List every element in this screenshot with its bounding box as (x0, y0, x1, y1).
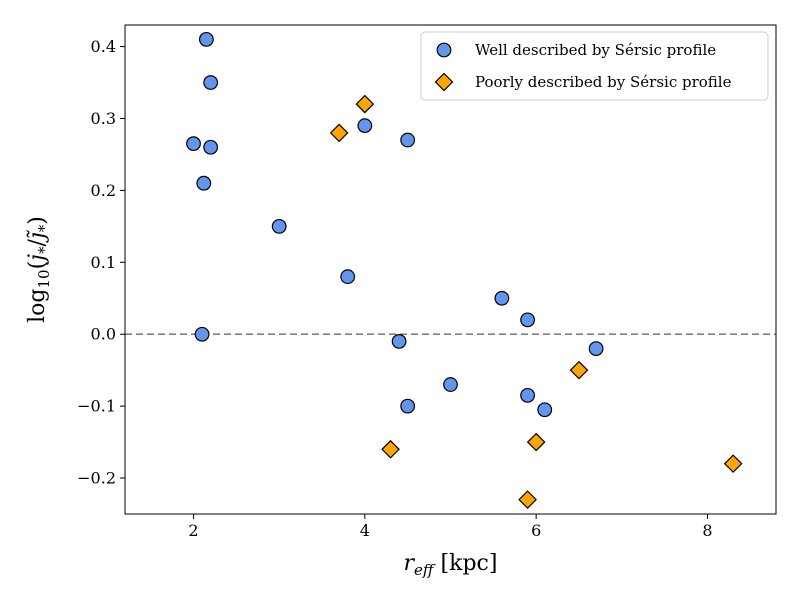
data-point-circle (443, 377, 458, 392)
data-point-circle (203, 139, 219, 155)
data-point-diamond (518, 490, 537, 509)
legend: Well described by Sérsic profile Poorly d… (420, 31, 769, 101)
data-point-circle (186, 136, 201, 152)
series-1 (186, 31, 604, 418)
x-tick-label: 4 (360, 521, 370, 540)
data-point-circle (400, 132, 416, 148)
data-points (186, 31, 743, 509)
data-point-circle (494, 290, 510, 306)
legend-marker-circle (436, 42, 452, 58)
y-tick-label: 0.3 (91, 109, 116, 128)
data-point-circle (203, 75, 219, 90)
legend-label: Well described by Sérsic profile (475, 41, 716, 59)
data-point-circle (400, 398, 416, 414)
legend-marker-diamond (434, 72, 454, 92)
x-axis-label: reff [kpc] (404, 551, 498, 579)
axes-frame (124, 24, 777, 515)
plot-area (125, 31, 776, 509)
y-tick-label: 0.0 (91, 325, 116, 344)
y-tick-label: 0.4 (91, 37, 116, 56)
data-point-circle (196, 175, 212, 191)
series-2 (329, 94, 743, 509)
y-tick-label: −0.2 (77, 469, 116, 488)
data-point-circle (537, 402, 553, 418)
data-point-circle (391, 334, 407, 349)
axis-ticks: 2 4 6 8 −0.2 −0.1 0.0 0.1 0.2 0.3 0.4 (77, 37, 712, 540)
legend-item: Well described by Sérsic profile (436, 41, 716, 59)
data-point-diamond (329, 123, 349, 143)
x-tick-label: 6 (531, 521, 541, 540)
y-tick-label: 0.1 (91, 253, 116, 272)
data-point-circle (588, 341, 604, 357)
y-tick-label: −0.1 (77, 397, 116, 416)
legend-label: Poorly described by Sérsic profile (475, 73, 732, 91)
data-point-circle (357, 118, 373, 134)
legend-box (420, 31, 769, 101)
data-point-diamond (569, 360, 589, 380)
data-point-circle (520, 387, 535, 403)
data-point-circle (198, 31, 214, 47)
y-tick-label: 0.2 (91, 181, 116, 200)
data-point-circle (340, 269, 356, 285)
data-point-circle (194, 326, 210, 342)
data-point-diamond (355, 94, 375, 114)
data-point-circle (520, 312, 535, 328)
data-point-diamond (526, 432, 546, 452)
data-point-diamond (381, 439, 400, 459)
data-point-diamond (723, 454, 743, 474)
y-axis-label: log10(j*/j̃*) (25, 216, 53, 323)
x-tick-label: 8 (702, 521, 712, 540)
data-point-circle (271, 218, 287, 234)
x-tick-label: 2 (188, 521, 198, 540)
legend-item: Poorly described by Sérsic profile (434, 72, 732, 92)
